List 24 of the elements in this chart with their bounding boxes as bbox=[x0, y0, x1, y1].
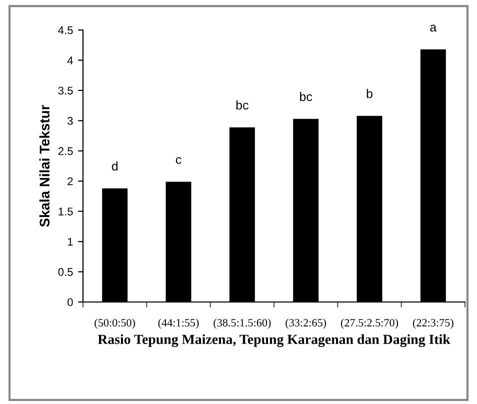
annotation: d bbox=[112, 161, 118, 171]
y-axis-title: Skala Nilai Tekstur bbox=[39, 104, 50, 227]
y-tick-label: 4.5 bbox=[58, 26, 73, 34]
y-tick-label: 4 bbox=[67, 56, 73, 64]
x-tick-label: (27.5:2.5:70) bbox=[340, 318, 398, 329]
annotation: b bbox=[366, 88, 372, 98]
annotation: c bbox=[176, 157, 182, 164]
x-tick-label: (44:1:55) bbox=[158, 318, 199, 329]
y-tick-label: 3 bbox=[68, 116, 73, 125]
x-tick-label: (38.5:1.5:60) bbox=[214, 318, 271, 329]
y-tick-label: 2 bbox=[68, 177, 73, 186]
annotation: a bbox=[430, 24, 437, 32]
x-tick-label: (50:0:50) bbox=[94, 318, 136, 329]
annotation: bc bbox=[300, 92, 312, 102]
y-tick-label: 2.5 bbox=[58, 147, 73, 156]
y-tick-label: 3.5 bbox=[58, 86, 73, 95]
x-axis-title: Rasio Tepung Maizena, Tepung Karagenan dan Daging Itik bbox=[98, 334, 450, 348]
annotation: bc bbox=[236, 100, 248, 110]
y-tick-label: 0 bbox=[68, 298, 73, 306]
x-tick-label: (33:2:65) bbox=[286, 318, 326, 329]
y-tick-label: 1.5 bbox=[58, 208, 73, 216]
y-tick-label: 1 bbox=[68, 238, 73, 246]
y-tick-label: 0.5 bbox=[58, 268, 73, 276]
x-tick-label: (22:3:75) bbox=[412, 318, 454, 329]
